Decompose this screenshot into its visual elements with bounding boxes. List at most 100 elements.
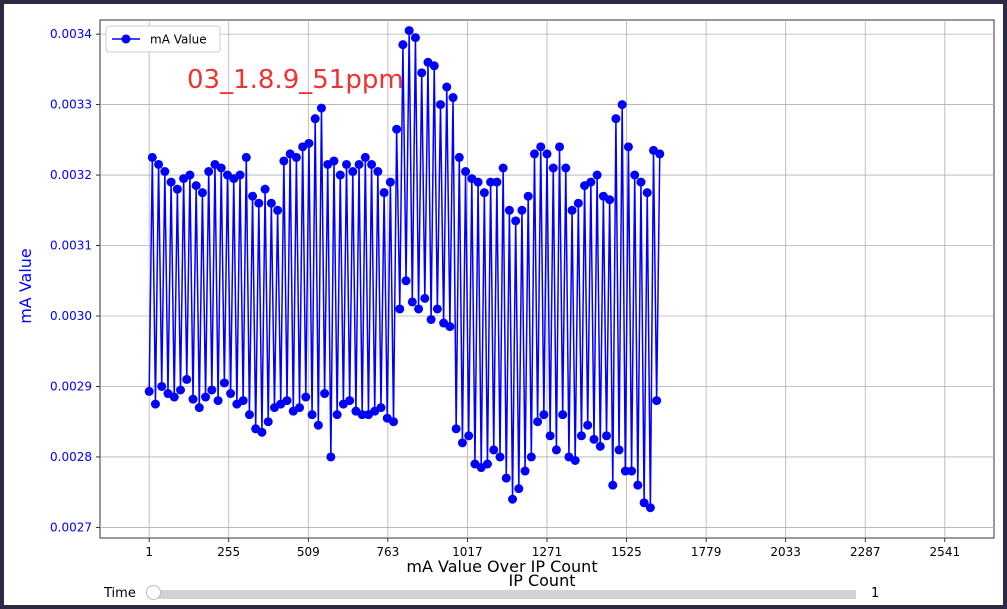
data-point <box>508 494 518 504</box>
data-point <box>623 142 633 152</box>
data-point <box>633 480 643 490</box>
data-point <box>398 40 408 50</box>
data-point <box>154 159 164 169</box>
data-point <box>147 152 157 162</box>
data-point <box>451 424 461 434</box>
data-point <box>567 205 577 215</box>
data-point <box>238 396 248 406</box>
x-tick-label: 2033 <box>770 545 801 559</box>
data-point <box>595 441 605 451</box>
x-tick-label: 1017 <box>452 545 483 559</box>
data-point <box>169 392 179 402</box>
data-point <box>197 188 207 198</box>
data-point <box>592 170 602 180</box>
data-point <box>511 216 521 226</box>
data-point <box>542 149 552 159</box>
data-point <box>332 410 342 420</box>
data-point <box>354 159 364 169</box>
data-point <box>360 152 370 162</box>
legend-entry-mA-value: mA Value <box>150 33 207 47</box>
legend[interactable]: mA Value <box>105 25 221 53</box>
time-slider-label: Time <box>104 586 136 601</box>
data-point <box>279 156 289 166</box>
x-axis-ticks: 1 255 509 763 1017 1271 1525 1779 2033 2287 2541 <box>145 538 960 559</box>
data-point <box>533 417 543 427</box>
data-point <box>558 410 568 420</box>
data-point <box>166 177 176 187</box>
data-point <box>254 198 264 208</box>
data-point <box>188 394 198 404</box>
data-point <box>401 276 411 286</box>
data-point <box>176 385 185 395</box>
data-point <box>429 61 439 71</box>
data-point <box>589 434 599 444</box>
data-point <box>185 170 195 180</box>
x-tick-label: 509 <box>297 545 320 559</box>
data-point <box>611 114 621 124</box>
data-point <box>454 152 464 162</box>
data-point <box>608 480 618 490</box>
data-point <box>157 381 167 391</box>
data-point <box>213 396 223 406</box>
data-point <box>639 498 649 508</box>
data-point <box>367 159 377 169</box>
data-point <box>291 152 301 162</box>
data-point <box>602 431 612 441</box>
data-point <box>266 198 276 208</box>
data-point <box>536 142 546 152</box>
data-point <box>520 466 530 476</box>
data-point <box>395 304 405 314</box>
data-point <box>523 191 533 201</box>
data-point <box>461 167 471 177</box>
data-point <box>420 293 430 303</box>
data-point <box>517 205 527 215</box>
time-slider-track[interactable] <box>150 590 856 599</box>
data-point <box>482 459 492 469</box>
x-tick-label: 2541 <box>930 545 961 559</box>
data-point <box>357 410 367 420</box>
data-point <box>627 466 637 476</box>
data-point <box>150 399 160 409</box>
data-point <box>301 392 311 402</box>
y-tick-label: 0.0029 <box>50 379 92 393</box>
figure-window: 1 255 509 763 1017 1271 1525 1779 2033 2287 2541 0… <box>4 4 1003 605</box>
x-tick-label: 763 <box>376 545 399 559</box>
legend-marker-icon <box>121 34 131 44</box>
x-tick-label: 1271 <box>532 545 563 559</box>
data-point <box>201 392 211 402</box>
x-tick-label: 1 <box>145 545 153 559</box>
data-point <box>486 177 496 187</box>
data-point <box>204 167 214 177</box>
series-line <box>148 29 661 509</box>
data-point <box>504 205 514 215</box>
y-tick-label: 0.0028 <box>50 450 92 464</box>
data-point <box>329 156 339 166</box>
x-tick-label: 2287 <box>850 545 881 559</box>
data-point <box>526 452 536 462</box>
y-tick-label: 0.0034 <box>50 27 92 41</box>
data-point <box>636 177 646 187</box>
data-point <box>570 455 580 465</box>
data-point <box>379 188 389 198</box>
data-point <box>404 26 414 36</box>
data-point <box>620 466 630 476</box>
data-point <box>273 205 283 215</box>
data-point <box>194 403 204 413</box>
data-point <box>436 100 445 110</box>
data-point <box>605 195 615 205</box>
data-point <box>385 177 395 187</box>
data-point <box>473 177 483 187</box>
data-point <box>617 100 627 110</box>
data-point <box>555 142 565 152</box>
y-tick-label: 0.0032 <box>50 168 92 182</box>
time-slider-handle[interactable] <box>146 585 161 600</box>
data-point <box>417 68 427 78</box>
line-chart: 1 255 509 763 1017 1271 1525 1779 2033 2287 2541 0… <box>16 19 995 590</box>
data-point <box>514 484 524 494</box>
time-slider-value: 1 <box>871 586 880 601</box>
data-point <box>545 431 555 441</box>
data-point <box>583 420 593 430</box>
data-point <box>257 427 267 437</box>
data-point <box>539 410 549 420</box>
data-point <box>479 188 489 198</box>
